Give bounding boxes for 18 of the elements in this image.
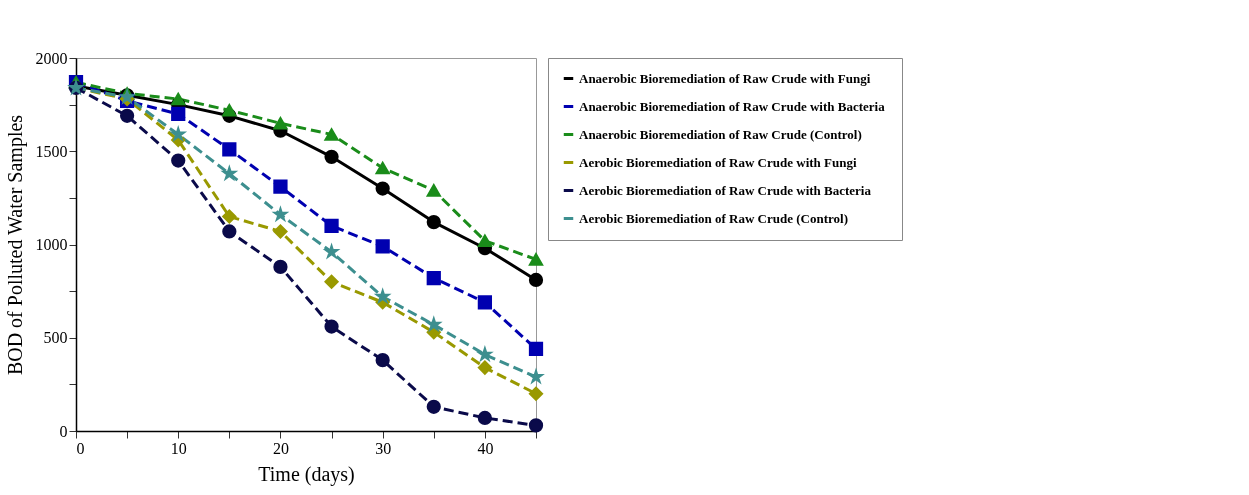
x-tick-label: 30 bbox=[375, 439, 392, 457]
legend-label: Anaerobic Bioremediation of Raw Crude with Fungi bbox=[579, 70, 871, 86]
legend-label: Anaerobic Bioremediation of Raw Crude with Bacteria bbox=[579, 98, 886, 114]
y-tick-label: 1500 bbox=[35, 142, 68, 160]
y-tick-label: 2000 bbox=[35, 49, 68, 67]
y-tick-label: 0 bbox=[59, 422, 68, 440]
x-tick-label: 40 bbox=[477, 439, 494, 457]
y-axis-title: BOD of Polluted Water Samples bbox=[3, 114, 27, 376]
x-tick-label: 20 bbox=[272, 439, 289, 457]
legend-label: Aerobic Bioremediation of Raw Crude with Fungi bbox=[579, 154, 857, 170]
x-tick-label: 0 bbox=[76, 439, 85, 457]
legend-label: Aerobic Bioremediation of Raw Crude with Bacteria bbox=[579, 182, 872, 198]
y-tick-label: 1000 bbox=[35, 236, 68, 253]
legend-label: Anaerobic Bioremediation of Raw Crude (Control) bbox=[579, 126, 862, 142]
y-tick-label: 500 bbox=[43, 329, 68, 347]
x-tick-label: 10 bbox=[170, 439, 187, 457]
legend-label: Aerobic Bioremediation of Raw Crude (Control) bbox=[579, 210, 849, 226]
x-axis-title: Time (days) bbox=[258, 462, 355, 486]
